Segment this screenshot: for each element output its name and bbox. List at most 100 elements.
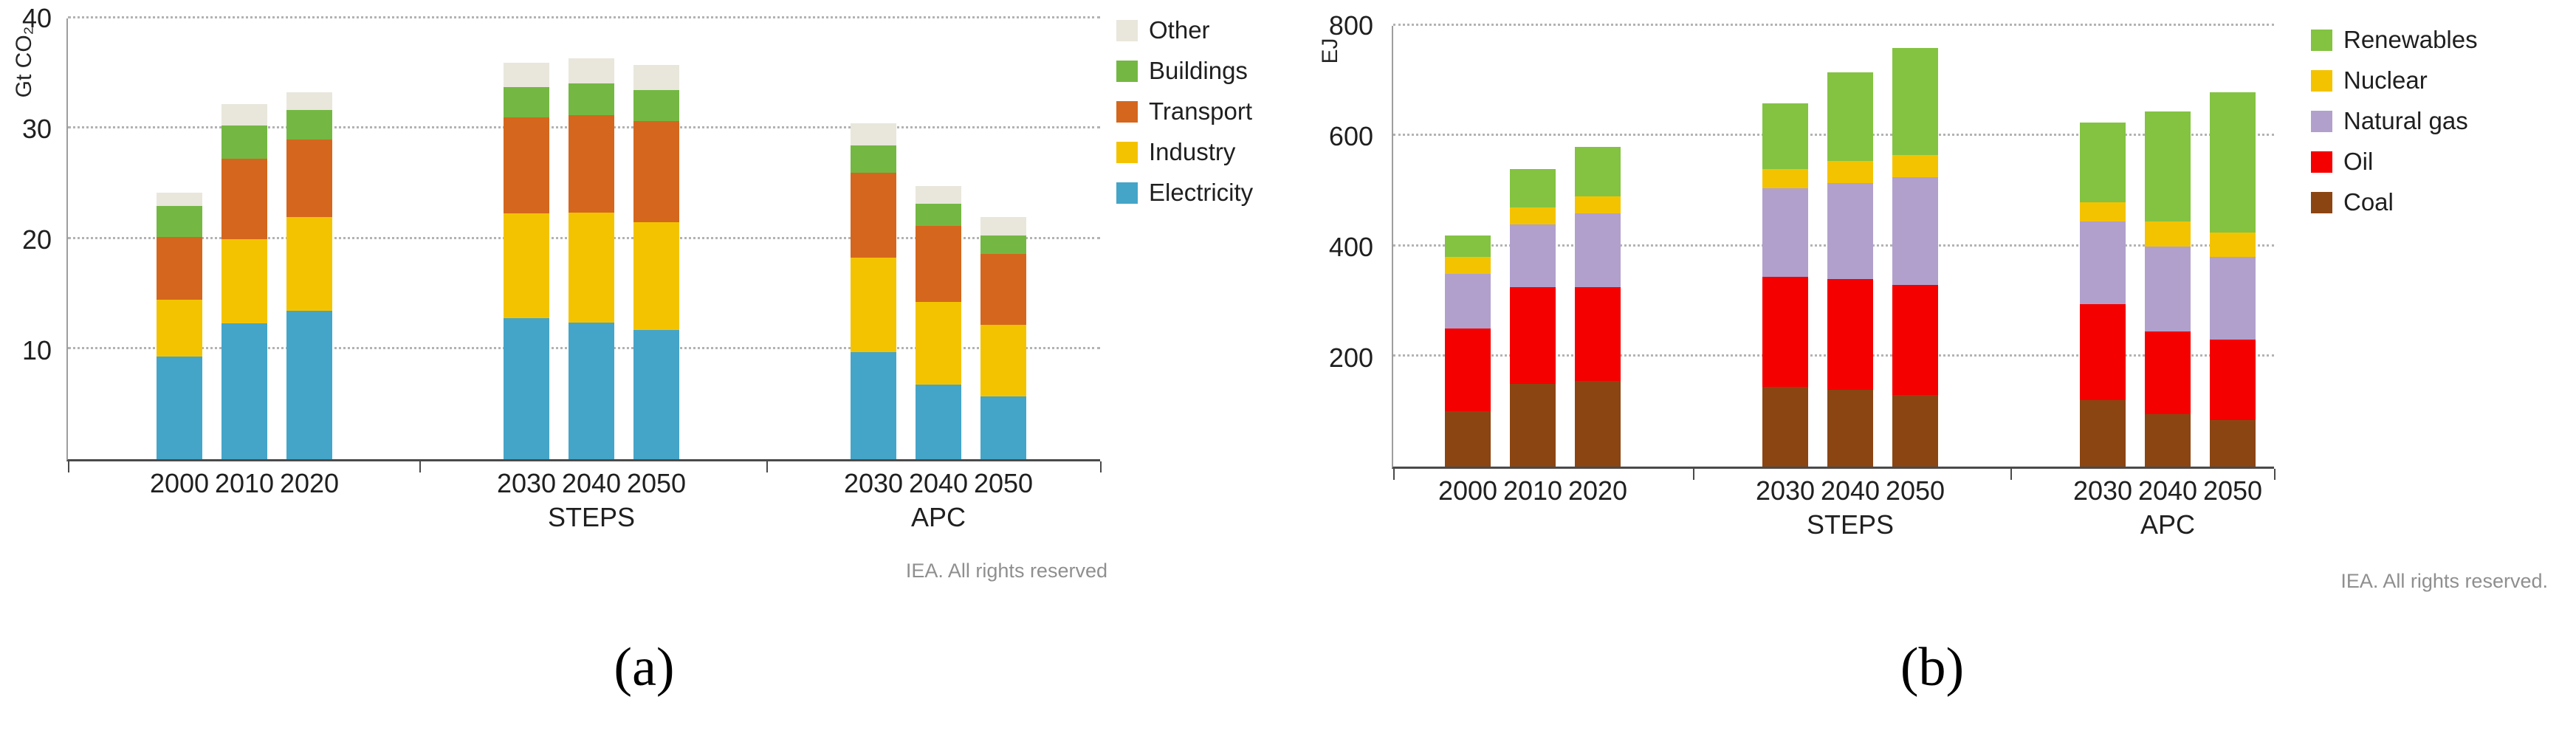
segment-renewables — [1827, 72, 1873, 161]
legend-label-natural-gas: Natural gas — [2343, 107, 2468, 134]
bar-a-steps-2050: 2050 — [627, 18, 686, 498]
x-tick-label-2020: 2020 — [1567, 475, 1628, 506]
segment-other — [286, 92, 332, 110]
group-label-steps: STEPS — [1806, 509, 1895, 540]
segment-nuclear — [1762, 169, 1808, 189]
legend-a: Other Buildings Transport Industry Electrici… — [1116, 16, 1253, 207]
bars-row: 2030 2040 2050 — [497, 18, 686, 498]
legend-swatch-renewables — [2311, 29, 2332, 51]
legend-label-buildings: Buildings — [1149, 57, 1248, 84]
segment-renewables — [2145, 111, 2191, 221]
group-label-apc: APC — [910, 502, 966, 532]
segment-coal — [1827, 389, 1873, 467]
segment-other — [980, 216, 1026, 236]
segment-transport — [916, 225, 961, 302]
segment-other — [851, 123, 896, 145]
segment-renewables — [2210, 92, 2256, 233]
segment-industry — [916, 301, 961, 385]
bar-b-steps-2030: 2030 — [1756, 26, 1815, 506]
legend-b: Renewables Nuclear Natural gas Oil Coal — [2311, 26, 2478, 216]
segment-nuclear — [1510, 207, 1556, 224]
segment-other — [633, 64, 679, 91]
x-tick-label-2030: 2030 — [496, 468, 557, 498]
bar-a-apc-2050: 2050 — [974, 18, 1033, 498]
x-tick-label-2000: 2000 — [149, 468, 210, 498]
x-tick-label-2050: 2050 — [626, 468, 687, 498]
segment-natural-gas — [1892, 177, 1938, 285]
bar-b-apc-2040: 2040 — [2138, 26, 2197, 506]
subfigure-caption-a: (a) — [614, 637, 675, 698]
legend-item-natural-gas: Natural gas — [2311, 107, 2478, 135]
y-tick-label-10: 10 — [21, 335, 52, 365]
bar-a-apc-2040: 2040 — [909, 18, 968, 498]
x-axis-tick — [1693, 469, 1694, 480]
segment-industry — [286, 216, 332, 311]
x-axis-tick — [1393, 469, 1395, 480]
segment-transport — [569, 115, 614, 213]
x-axis-tick — [2274, 469, 2276, 480]
bar-b-apc-2050: 2050 — [2203, 26, 2262, 506]
segment-nuclear — [1827, 160, 1873, 183]
y-tick-label-200: 200 — [1328, 343, 1373, 373]
x-tick-label-2050: 2050 — [2202, 475, 2263, 506]
legend-swatch-oil — [2311, 151, 2332, 173]
segment-oil — [1892, 284, 1938, 395]
x-tick-label-2040: 2040 — [561, 468, 622, 498]
segment-industry — [569, 212, 614, 323]
segment-buildings — [221, 125, 267, 159]
legend-label-nuclear: Nuclear — [2343, 66, 2428, 94]
bar-b-hist-2020: 2020 — [1568, 26, 1627, 506]
segment-oil — [1762, 276, 1808, 387]
y-tick-label-40: 40 — [21, 3, 52, 33]
segment-renewables — [2080, 122, 2126, 202]
bar-group-apc: 2030 2040 2050 APC — [844, 18, 1033, 532]
legend-label-electricity: Electricity — [1149, 179, 1254, 206]
y-axis-b: 200 400 600 800 — [1288, 10, 1392, 469]
segment-natural-gas — [1827, 182, 1873, 280]
segment-electricity — [916, 384, 961, 459]
segment-natural-gas — [1575, 213, 1621, 288]
segment-coal — [1762, 386, 1808, 467]
legend-label-other: Other — [1149, 16, 1210, 44]
bar-group-history: 2000 2010 2020 — [150, 18, 339, 498]
bar-group-history: 2000 2010 2020 — [1438, 26, 1627, 506]
segment-industry — [980, 324, 1026, 396]
gridline-40 — [68, 16, 1100, 18]
segment-coal — [2080, 400, 2126, 467]
segment-industry — [157, 299, 202, 357]
legend-label-coal: Coal — [2343, 188, 2394, 216]
segment-electricity — [504, 317, 549, 459]
segment-nuclear — [2210, 232, 2256, 258]
legend-item-other: Other — [1116, 16, 1253, 44]
x-tick-label-2010: 2010 — [214, 468, 275, 498]
stacked-bar — [286, 18, 332, 459]
bar-a-hist-2020: 2020 — [280, 18, 339, 498]
bar-group-steps: 2030 2040 2050 STEPS — [1756, 26, 1945, 540]
x-axis-tick — [68, 461, 69, 472]
x-tick-label-2050: 2050 — [1885, 475, 1945, 506]
legend-swatch-natural-gas — [2311, 110, 2332, 132]
segment-coal — [2210, 419, 2256, 467]
segment-buildings — [569, 83, 614, 116]
x-tick-label-2000: 2000 — [1438, 475, 1498, 506]
segment-electricity — [980, 396, 1026, 459]
segment-nuclear — [1892, 155, 1938, 178]
stacked-bar — [157, 18, 202, 459]
gridline-800 — [1393, 24, 2274, 26]
segment-natural-gas — [2080, 221, 2126, 304]
segment-renewables — [1575, 147, 1621, 197]
bar-b-steps-2050: 2050 — [1886, 26, 1945, 506]
segment-transport — [633, 120, 679, 223]
x-tick-label-2040: 2040 — [2137, 475, 2198, 506]
x-tick-label-2030: 2030 — [843, 468, 904, 498]
bar-group-steps: 2030 2040 2050 STEPS — [497, 18, 686, 532]
segment-oil — [1510, 287, 1556, 385]
segment-oil — [1445, 329, 1491, 412]
group-label-steps: STEPS — [547, 502, 636, 532]
segment-transport — [504, 117, 549, 214]
bar-a-apc-2030: 2030 — [844, 18, 903, 498]
segment-coal — [1892, 395, 1938, 467]
legend-swatch-other — [1116, 19, 1138, 41]
stacked-bar — [2210, 26, 2256, 467]
